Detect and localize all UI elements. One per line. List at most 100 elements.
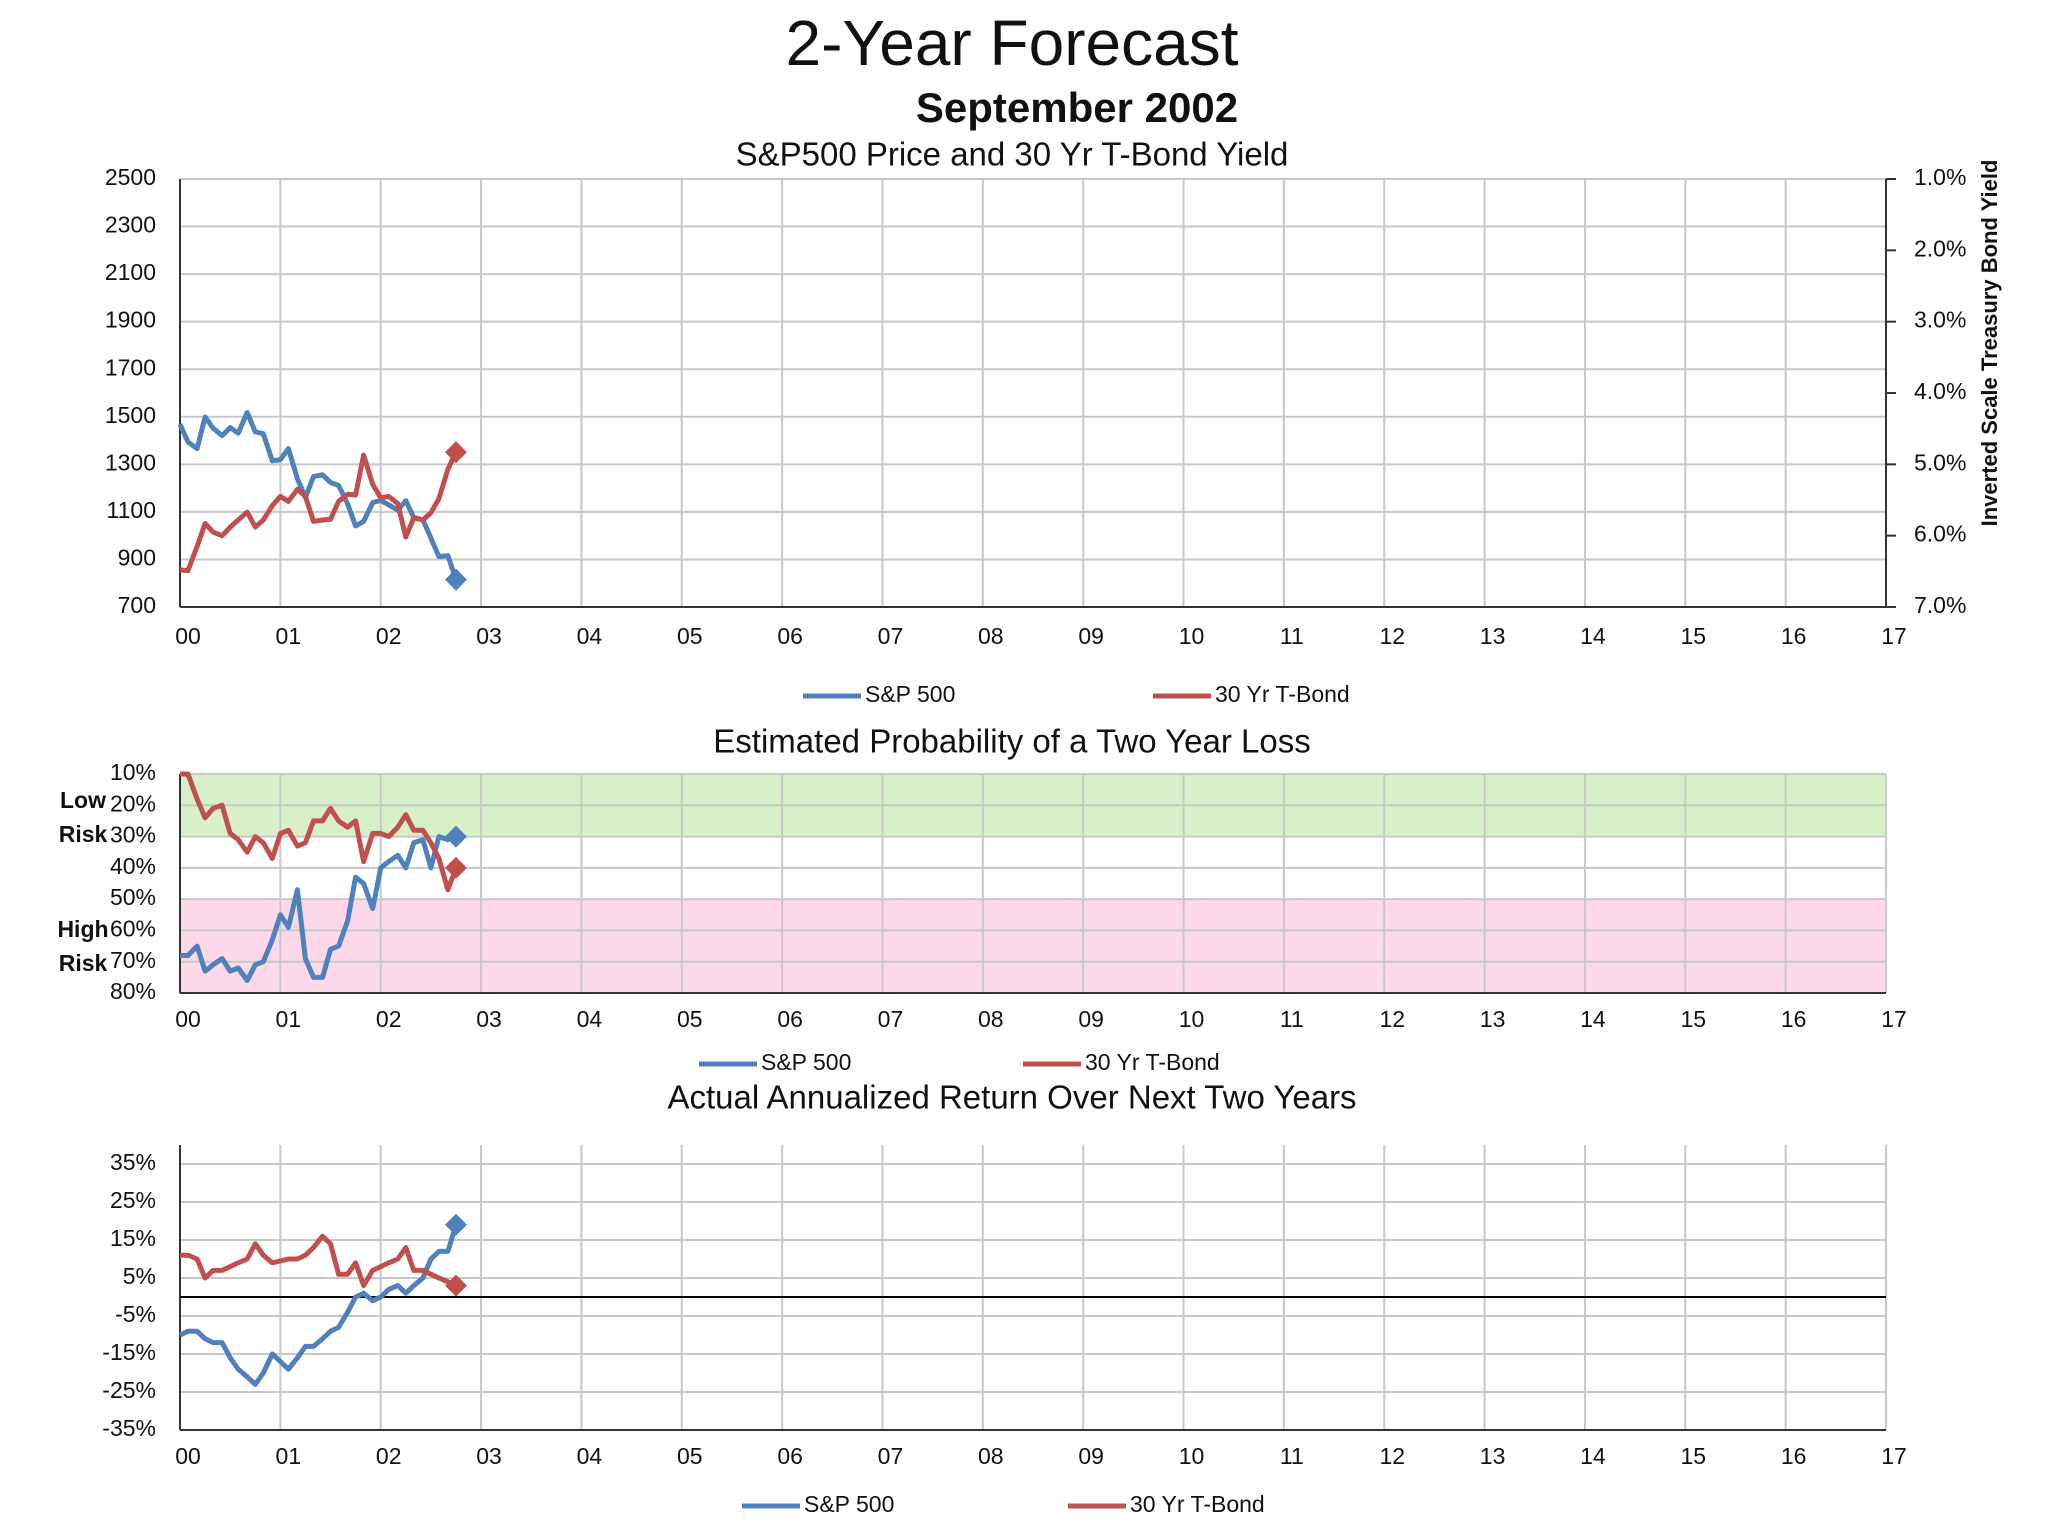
chart-title: Actual Annualized Return Over Next Two Y…	[667, 1079, 1356, 1116]
x-tick-label: 04	[577, 623, 603, 649]
x-tick-label: 17	[1881, 1006, 1907, 1032]
y-tick-label: 1900	[105, 307, 156, 333]
x-tick-label: 14	[1580, 1443, 1606, 1469]
series-line	[177, 410, 459, 581]
legend-label: S&P 500	[865, 681, 955, 707]
x-tick-label: 16	[1781, 1006, 1807, 1032]
y-tick-label: 15%	[110, 1225, 156, 1251]
x-tick-label: 11	[1280, 623, 1304, 649]
y-tick-label: 1100	[107, 497, 156, 523]
y-tick-label: 5%	[123, 1263, 156, 1289]
x-tick-label: 00	[175, 623, 201, 649]
y-tick-label: 30%	[110, 822, 156, 848]
y-tick-label: 25%	[110, 1187, 156, 1213]
x-tick-label: 13	[1480, 1443, 1506, 1469]
y2-tick-label: 6.0%	[1914, 521, 1966, 547]
x-tick-label: 15	[1680, 1443, 1706, 1469]
page-title: 2-Year Forecast	[786, 7, 1239, 79]
end-marker	[444, 568, 467, 591]
x-tick-label: 04	[577, 1006, 603, 1032]
y-tick-label: 2300	[105, 212, 156, 238]
legend-label: S&P 500	[761, 1049, 851, 1075]
x-tick-label: 15	[1680, 623, 1706, 649]
y-tick-label: 900	[118, 545, 156, 571]
x-tick-label: 13	[1480, 623, 1506, 649]
y-tick-label: -5%	[115, 1301, 156, 1327]
y-tick-label: 10%	[110, 759, 156, 785]
end-marker	[444, 1274, 467, 1297]
risk-band	[180, 899, 1886, 993]
x-tick-label: 17	[1881, 623, 1907, 649]
y-tick-label: 50%	[110, 884, 156, 910]
x-tick-label: 10	[1179, 1006, 1205, 1032]
x-tick-label: 03	[476, 1006, 502, 1032]
x-tick-label: 02	[376, 1006, 402, 1032]
x-tick-label: 14	[1580, 1006, 1606, 1032]
y2-tick-label: 5.0%	[1914, 449, 1966, 475]
x-tick-label: 01	[276, 1443, 302, 1469]
y-tick-label: 2500	[105, 164, 156, 190]
x-tick-label: 08	[978, 1443, 1004, 1469]
legend-label: 30 Yr T-Bond	[1130, 1491, 1265, 1517]
end-marker	[444, 825, 467, 848]
y-tick-label: 1500	[105, 402, 156, 428]
x-tick-label: 05	[677, 623, 703, 649]
page-subtitle: September 2002	[916, 84, 1238, 131]
x-tick-label: 02	[376, 623, 402, 649]
end-marker	[444, 856, 467, 879]
x-tick-label: 09	[1078, 623, 1104, 649]
y-tick-label: 700	[118, 592, 156, 618]
series-line	[179, 451, 459, 574]
x-tick-label: 02	[376, 1443, 402, 1469]
x-tick-label: 09	[1078, 1443, 1104, 1469]
chart-title: Estimated Probability of a Two Year Loss	[713, 723, 1310, 760]
y2-tick-label: 3.0%	[1914, 307, 1966, 333]
x-tick-label: 05	[677, 1443, 703, 1469]
x-tick-label: 14	[1580, 623, 1606, 649]
y-tick-label: 1300	[105, 449, 156, 475]
end-marker	[444, 441, 467, 464]
x-tick-label: 03	[476, 1443, 502, 1469]
x-tick-label: 06	[777, 1006, 803, 1032]
x-tick-label: 10	[1179, 623, 1205, 649]
x-tick-label: 13	[1480, 1006, 1506, 1032]
y-tick-label: -25%	[102, 1377, 156, 1403]
y-tick-label: 35%	[110, 1149, 156, 1175]
x-tick-label: 10	[1179, 1443, 1205, 1469]
y-tick-label: 1700	[105, 354, 156, 380]
chart-title: S&P500 Price and 30 Yr T-Bond Yield	[736, 136, 1289, 173]
y-tick-label: -35%	[102, 1415, 156, 1441]
series-line	[180, 771, 459, 893]
x-tick-label: 04	[577, 1443, 603, 1469]
x-tick-label: 06	[777, 1443, 803, 1469]
x-tick-label: 00	[175, 1443, 201, 1469]
y2-axis-label: Inverted Scale Treasury Bond Yield	[1977, 160, 2002, 527]
x-tick-label: 07	[878, 1006, 904, 1032]
y-tick-label: 2100	[105, 259, 156, 285]
legend-label: 30 Yr T-Bond	[1215, 681, 1350, 707]
x-tick-label: 11	[1280, 1006, 1304, 1032]
y2-tick-label: 1.0%	[1914, 164, 1966, 190]
series-line	[180, 1233, 458, 1289]
y-tick-label: 60%	[110, 916, 156, 942]
y-tick-label: -15%	[102, 1339, 156, 1365]
x-tick-label: 15	[1680, 1006, 1706, 1032]
x-tick-label: 17	[1881, 1443, 1907, 1469]
x-tick-label: 07	[878, 623, 904, 649]
legend-label: 30 Yr T-Bond	[1085, 1049, 1220, 1075]
x-tick-label: 12	[1379, 1443, 1405, 1469]
x-tick-label: 16	[1781, 623, 1807, 649]
x-tick-label: 08	[978, 1006, 1004, 1032]
series-line	[178, 1224, 459, 1387]
legend-label: S&P 500	[804, 1491, 894, 1517]
y-tick-label: 70%	[110, 947, 156, 973]
x-tick-label: 09	[1078, 1006, 1104, 1032]
band-label: Low Risk	[58, 787, 108, 848]
x-tick-label: 12	[1379, 623, 1405, 649]
band-label: High Risk	[57, 916, 109, 977]
x-tick-label: 07	[878, 1443, 904, 1469]
y2-tick-label: 4.0%	[1914, 378, 1966, 404]
x-tick-label: 01	[276, 1006, 302, 1032]
x-tick-label: 16	[1781, 1443, 1807, 1469]
